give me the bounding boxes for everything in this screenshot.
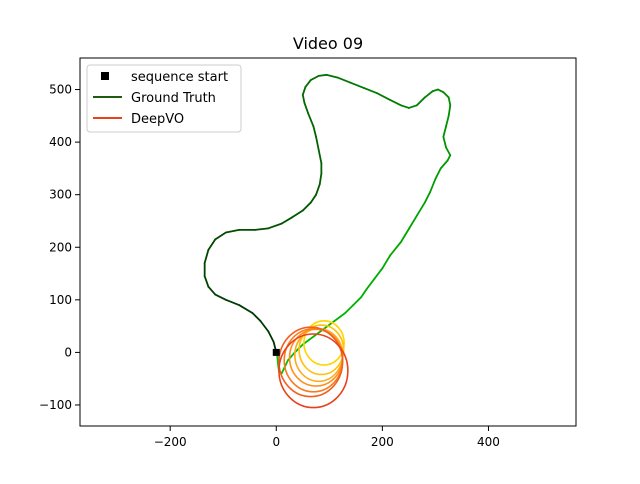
y-tick-label: −100 (39, 398, 72, 412)
ground-truth-segment (389, 241, 402, 257)
legend-label-sequence-start: sequence start (131, 70, 228, 85)
ground-truth-segment (442, 91, 450, 99)
deepvo-loop (298, 324, 345, 376)
ground-truth-segment (309, 74, 320, 81)
deepvo-loop (278, 326, 344, 398)
ground-truth-segment (315, 183, 321, 196)
ground-truth-segment (303, 101, 310, 115)
y-tick-label: 300 (49, 188, 72, 202)
ground-truth-segment (259, 319, 270, 333)
x-tick-label: 400 (477, 435, 500, 449)
x-tick-label: 200 (371, 435, 394, 449)
ground-truth-segment (360, 288, 368, 299)
y-tick-label: 400 (49, 135, 72, 149)
ground-truth-segment (407, 104, 418, 109)
ground-truth-segment (214, 293, 227, 301)
y-axis: −100 0 100 200 300 400 500 (39, 83, 80, 412)
y-tick-label: 200 (49, 240, 72, 254)
ground-truth-segment (434, 167, 442, 180)
ground-truth-segment (304, 79, 312, 88)
ground-truth-segment (251, 312, 262, 322)
ground-truth-segment (373, 267, 384, 280)
ground-truth-segment (381, 254, 392, 270)
ground-truth-segment (407, 214, 418, 230)
ground-truth-segment (400, 104, 410, 109)
x-tick-label: 0 (272, 435, 280, 449)
ground-truth-segment (429, 178, 437, 193)
ground-truth-segment (333, 312, 347, 322)
ground-truth-segment (445, 146, 452, 157)
ground-truth-segment (447, 96, 452, 107)
ground-truth-segment (318, 172, 323, 186)
ground-truth-segment (307, 112, 315, 128)
ground-truth-segment (301, 86, 307, 96)
ground-truth-segment (214, 231, 227, 241)
ground-truth-segment (415, 96, 426, 107)
ground-truth-segment (267, 222, 283, 230)
ground-truth-segment (362, 87, 378, 95)
ground-truth-segment (267, 330, 275, 343)
ground-truth-series (203, 73, 452, 375)
ground-truth-segment (325, 73, 339, 79)
ground-truth-segment (442, 125, 447, 138)
legend-box (86, 64, 242, 133)
ground-truth-segment (291, 209, 304, 219)
x-tick-label: −200 (154, 435, 187, 449)
legend-marker-sequence-start (101, 72, 109, 80)
deepvo-series (278, 320, 349, 409)
deepvo-loop (278, 333, 349, 409)
ground-truth-segment (445, 114, 450, 128)
ground-truth-segment (376, 92, 392, 101)
y-tick-label: 0 (64, 345, 72, 359)
ground-truth-segment (280, 216, 294, 225)
ground-truth-segment (301, 201, 312, 212)
legend-label-ground-truth: Ground Truth (131, 91, 216, 106)
ground-truth-segment (365, 277, 376, 291)
ground-truth-segment (301, 93, 306, 104)
deepvo-loop (303, 320, 345, 366)
ground-truth-segment (207, 285, 217, 296)
ground-truth-segment (276, 355, 279, 364)
ground-truth-segment (439, 159, 449, 170)
plot-area (203, 73, 452, 409)
ground-truth-segment (389, 99, 402, 107)
ground-truth-segment (203, 248, 210, 264)
ground-truth-segment (352, 296, 363, 306)
chart-title: Video 09 (293, 34, 363, 53)
y-tick-label: 500 (49, 83, 72, 97)
ground-truth-segment (442, 135, 447, 149)
ground-truth-segment (207, 238, 217, 251)
ground-truth-segment (309, 193, 317, 204)
ground-truth-segment (224, 298, 241, 306)
ground-truth-segment (336, 76, 352, 84)
y-tick-label: 100 (49, 293, 72, 307)
ground-truth-segment (400, 227, 410, 243)
legend: sequence start Ground Truth DeepVO (86, 64, 242, 133)
ground-truth-segment (315, 135, 320, 151)
ground-truth-segment (437, 88, 445, 94)
plot-frame (79, 57, 577, 427)
ground-truth-segment (431, 88, 439, 93)
ground-truth-segment (423, 191, 432, 204)
ground-truth-segment (415, 201, 426, 217)
ground-truth-segment (224, 229, 241, 234)
ground-truth-segment (312, 125, 317, 138)
ground-truth-segment (254, 227, 270, 231)
ground-truth-segment (349, 81, 365, 89)
ground-truth-segment (317, 149, 323, 165)
ground-truth-segment (280, 367, 286, 375)
ground-truth-segment (203, 275, 210, 288)
ground-truth-segment (447, 104, 452, 117)
ground-truth-segment (423, 90, 434, 99)
sequence-start-marker (272, 348, 280, 356)
ground-truth-segment (317, 73, 328, 77)
ground-truth-segment (238, 304, 254, 314)
ground-truth-segment (344, 304, 355, 314)
x-axis: −200 0 200 400 (154, 426, 500, 449)
legend-label-deepvo: DeepVO (131, 112, 184, 127)
ground-truth-segment (446, 154, 452, 162)
